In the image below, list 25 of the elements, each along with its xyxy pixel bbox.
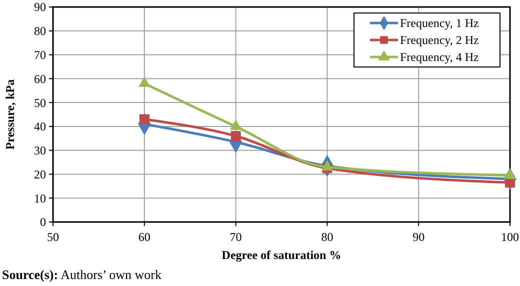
y-tick-label: 80 <box>34 24 46 38</box>
x-axis-title: Degree of saturation % <box>222 248 342 262</box>
y-tick-label: 0 <box>40 215 46 230</box>
x-tick-label: 90 <box>412 230 425 244</box>
x-tick-label: 70 <box>230 230 242 244</box>
source-note: Source(s): Authors’ own work <box>2 267 162 282</box>
y-tick-label: 50 <box>34 96 46 110</box>
point <box>138 76 150 87</box>
point <box>230 120 242 130</box>
y-tick-label: 10 <box>34 191 46 206</box>
y-tick-label: 30 <box>34 144 46 158</box>
legend-label: Frequency, 2 Hz <box>400 33 479 48</box>
y-tick-label: 70 <box>34 48 46 62</box>
x-tick-label: 60 <box>138 230 150 244</box>
x-tick-label: 80 <box>321 230 334 244</box>
point <box>230 131 241 141</box>
y-tick-label: 40 <box>34 120 46 134</box>
x-tick-label: 50 <box>47 230 59 244</box>
y-tick-label: 90 <box>34 0 46 14</box>
x-tick-label: 100 <box>501 230 519 244</box>
y-tick-label: 60 <box>34 72 46 86</box>
y-axis-title: Pressure, kPa <box>3 79 18 150</box>
legend-label: Frequency, 4 Hz <box>400 50 479 64</box>
legend-label: Frequency, 1 Hz <box>400 16 479 30</box>
y-tick-label: 20 <box>34 167 46 182</box>
